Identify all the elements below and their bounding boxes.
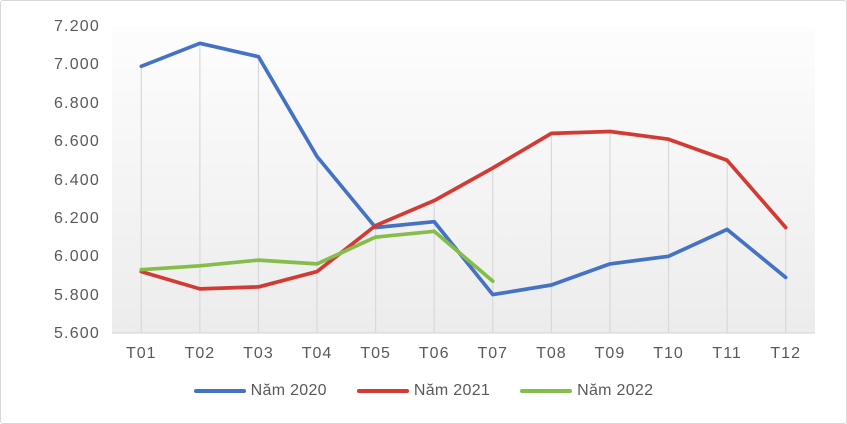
drop-lines: [140, 45, 787, 333]
legend-line-swatch: [356, 389, 409, 393]
y-tick-label: 6.400: [53, 171, 100, 189]
x-tick-label: T01: [125, 345, 157, 362]
legend-item: Năm 2021: [356, 382, 491, 400]
x-tick-label: T03: [243, 345, 274, 362]
x-tick-label: T05: [360, 345, 391, 362]
plot-area-fill: [112, 26, 815, 333]
x-tick-label: T11: [712, 345, 742, 362]
y-tick-label: 6.600: [53, 133, 100, 151]
x-tick-label: T09: [594, 345, 626, 362]
series-lines: [139, 41, 788, 297]
x-tick-label: T04: [301, 345, 333, 362]
legend-line-swatch: [193, 389, 246, 393]
x-tick-label: T06: [418, 345, 450, 362]
x-tick-label: T12: [770, 345, 801, 362]
y-tick-label: 5.800: [53, 286, 100, 304]
legend-label: Năm 2022: [577, 382, 654, 399]
y-tick-label: 6.800: [53, 94, 100, 112]
y-tick-label: 7.200: [53, 18, 100, 35]
x-tick-label: T07: [477, 345, 509, 362]
series-line-2: [139, 129, 788, 291]
legend-item: Năm 2022: [520, 382, 653, 400]
chart-legend: Năm 2020 Năm 2021 Năm 2022: [1, 382, 846, 400]
x-tick-label: T08: [536, 345, 567, 362]
y-tick-label: 7.000: [53, 56, 100, 74]
series-line-3: [139, 229, 495, 284]
legend-label: Năm 2020: [250, 382, 327, 399]
y-tick-label: 5.600: [53, 325, 100, 342]
legend-item: Năm 2020: [193, 382, 327, 400]
x-tick-label: T10: [653, 345, 684, 362]
legend-label: Năm 2021: [413, 382, 491, 399]
x-tick-label: T02: [184, 345, 216, 362]
y-tick-label: 6.000: [53, 248, 100, 266]
y-tick-label: 6.200: [53, 209, 100, 227]
plot-area-background: [112, 26, 815, 333]
legend-line-swatch: [520, 389, 573, 393]
